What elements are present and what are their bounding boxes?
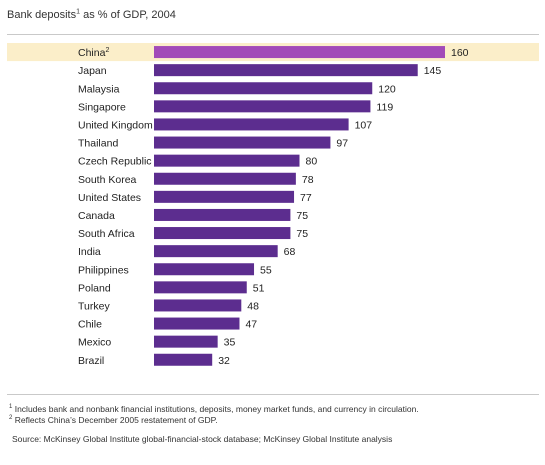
category-label: South Korea [78,174,137,186]
bar [154,263,255,276]
category-label: United States [78,192,141,204]
data-label: 55 [260,264,272,276]
category-label: United Kingdom [78,119,153,131]
data-label: 119 [376,101,393,113]
bar [154,82,373,95]
data-label: 78 [302,174,314,186]
category-label: Mexico [78,337,111,349]
bar [154,190,295,203]
category-label: Czech Republic [78,156,152,168]
bar [154,281,247,294]
category-label: India [78,246,101,258]
category-label: Turkey [78,300,110,312]
data-label: 120 [378,83,396,95]
bar [154,64,418,77]
data-label: 107 [355,119,373,131]
footnotes: 1 Includes bank and nonbank financial in… [9,404,419,426]
bar [154,317,240,330]
category-label: Malaysia [78,83,120,95]
category-label: Thailand [78,138,118,150]
data-label: 75 [296,210,308,222]
data-label: 75 [296,228,308,240]
data-label: 35 [224,337,236,349]
data-label: 145 [424,65,442,77]
category-label: Chile [78,319,102,331]
bar [154,172,296,185]
data-label: 47 [245,319,257,331]
data-label: 80 [306,156,318,168]
top-rule [7,34,539,35]
bar [154,100,371,113]
category-label: Canada [78,210,115,222]
category-label: Brazil [78,355,104,367]
data-label: 160 [451,47,469,59]
data-label: 97 [336,138,348,150]
data-label: 77 [300,192,312,204]
data-label: 51 [253,282,265,294]
footnote-1: 1 Includes bank and nonbank financial in… [9,404,419,414]
chart-title: Bank deposits1 as % of GDP, 2004 [7,8,176,21]
bar [154,46,445,59]
bar [154,245,278,258]
bottom-rule [7,394,539,395]
bar-chart: China2 160 Japan 145 Malaysia 120 Singapore 119… [7,43,539,367]
data-label: 32 [218,355,230,367]
bar [154,136,331,149]
source-note: Source: McKinsey Global Institute global… [12,434,393,444]
category-label: China2 [78,47,109,59]
category-label: Philippines [78,264,129,276]
footnote-2: 2 Reflects China’s December 2005 restate… [9,415,218,425]
bar [154,299,242,312]
category-label: Japan [78,65,107,77]
bar [154,154,300,167]
data-label: 68 [284,246,296,258]
bar [154,227,291,240]
category-label: Singapore [78,101,126,113]
category-label: Poland [78,282,111,294]
bar [154,335,218,348]
bar [154,118,349,131]
bar [154,353,213,366]
category-label: South Africa [78,228,135,240]
bar [154,208,291,221]
data-label: 48 [247,300,259,312]
